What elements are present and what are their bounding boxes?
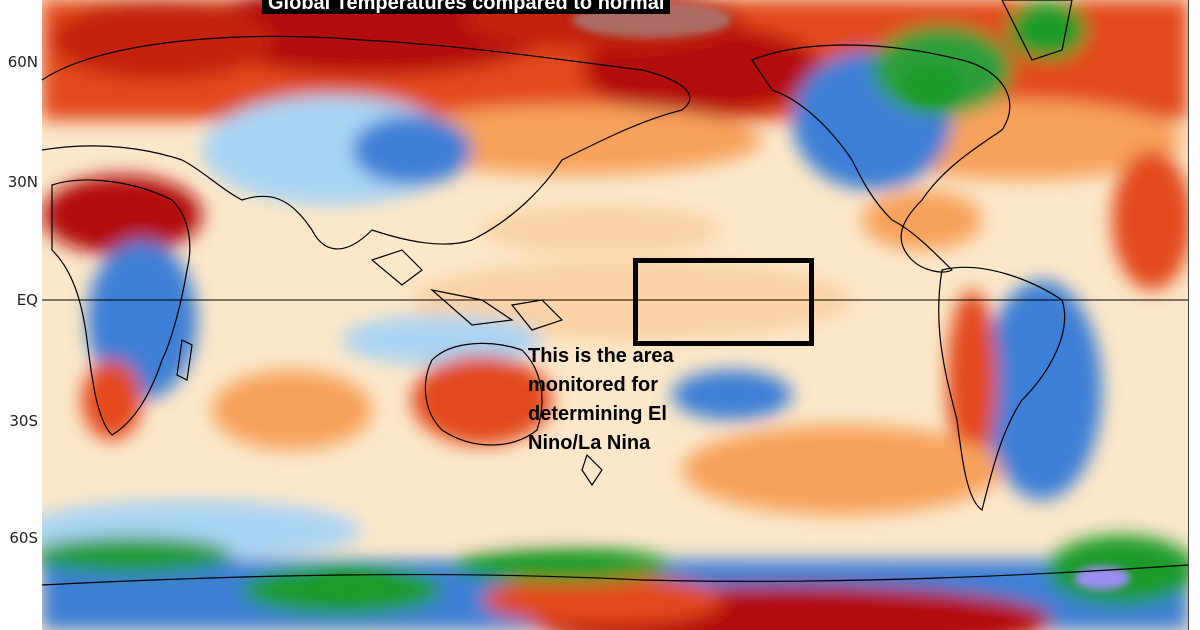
nino-region-annotation: This is the area monitored for determini… [528,345,674,454]
lat-label-30s: 30S [9,412,38,430]
lat-label-eq: EQ [16,291,38,309]
temperature-anomaly-map [42,0,1188,630]
lat-label-60n: 60N [7,53,38,71]
coastlines [42,0,1188,586]
lat-label-60s: 60S [9,529,38,547]
lat-label-30n: 30N [7,173,38,191]
anomaly-shading [42,0,1188,630]
nino-monitoring-region-box [633,258,814,346]
map-border [1188,0,1200,630]
map-title: Global Temperatures compared to normal [262,0,671,14]
anomaly-field [42,0,1188,630]
